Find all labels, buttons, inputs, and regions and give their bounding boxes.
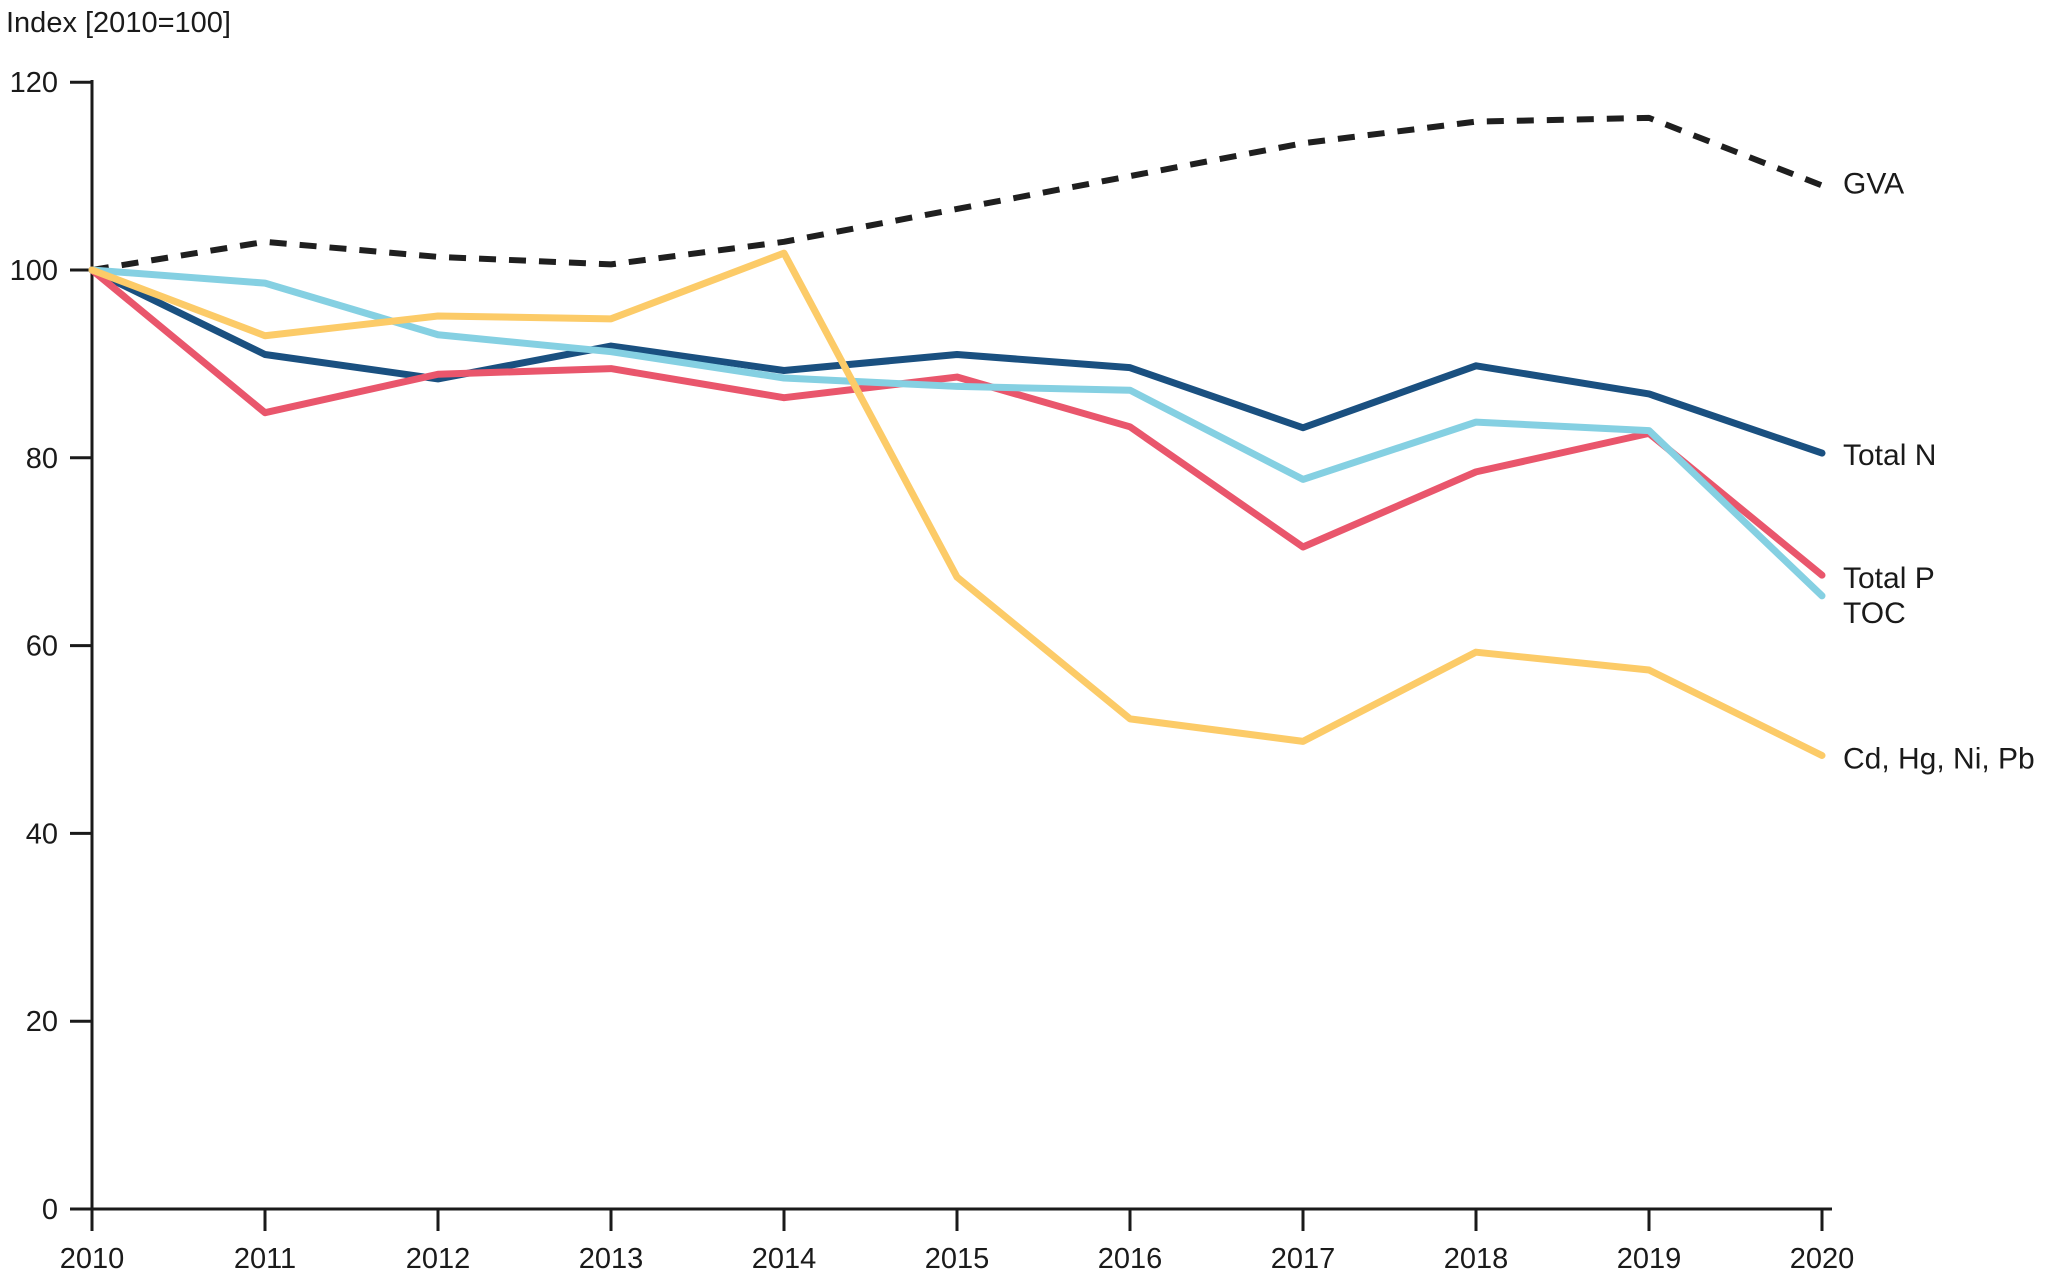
x-tick-label: 2019 bbox=[1617, 1243, 1682, 1275]
series-line-cd-hg-ni-pb bbox=[88, 249, 1826, 759]
series-label-cd-hg-ni-pb: Cd, Hg, Ni, Pb bbox=[1843, 742, 2035, 775]
series-label-total-p: Total P bbox=[1843, 562, 1935, 595]
y-tick-label: 0 bbox=[42, 1194, 58, 1226]
x-tick-label: 2020 bbox=[1790, 1243, 1855, 1275]
y-tick-label: 40 bbox=[26, 818, 58, 850]
series-line-toc bbox=[88, 266, 1826, 600]
y-tick-label: 100 bbox=[10, 255, 58, 287]
axes: 0 20 40 60 80 100 120 2010 2011 2012 2013 2014 2015 2… bbox=[10, 67, 1855, 1275]
series-label-gva: GVA bbox=[1843, 167, 1904, 200]
series-label-total-n: Total N bbox=[1843, 439, 1936, 472]
series-label-toc: TOC bbox=[1843, 597, 1906, 630]
y-tick-label: 80 bbox=[26, 443, 58, 475]
series-line-gva bbox=[91, 114, 1824, 273]
series-line-total-n bbox=[88, 266, 1826, 457]
y-tick-label: 60 bbox=[26, 631, 58, 663]
x-tick-label: 2015 bbox=[925, 1243, 990, 1275]
x-tick-label: 2017 bbox=[1271, 1243, 1336, 1275]
x-tick-label: 2010 bbox=[60, 1243, 125, 1275]
y-tick-label: 20 bbox=[26, 1006, 58, 1038]
x-tick-label: 2012 bbox=[406, 1243, 471, 1275]
x-tick-label: 2011 bbox=[234, 1243, 296, 1275]
x-tick-label: 2013 bbox=[579, 1243, 644, 1275]
series-lines bbox=[88, 114, 1826, 759]
x-tick-label: 2016 bbox=[1098, 1243, 1163, 1275]
series-line-total-p bbox=[88, 266, 1826, 579]
y-tick-label: 120 bbox=[10, 67, 58, 99]
x-tick-label: 2014 bbox=[752, 1243, 817, 1275]
chart-title: Index [2010=100] bbox=[6, 7, 231, 39]
x-tick-label: 2018 bbox=[1444, 1243, 1509, 1275]
